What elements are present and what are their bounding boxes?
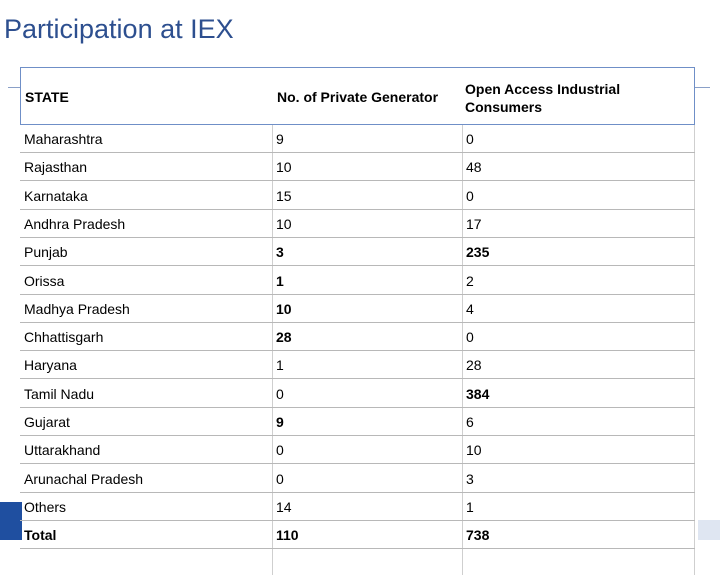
table-cell: 110	[276, 527, 299, 544]
table-row: Maharashtra 9 0	[20, 125, 695, 153]
table-row: Haryana 1 28	[20, 351, 695, 380]
table-row: Madhya Pradesh 10 4	[20, 295, 695, 323]
table: STATE No. of Private Generator Open Acce…	[20, 67, 695, 575]
table-cell: 28	[466, 357, 482, 374]
table-cell: 3	[466, 470, 474, 487]
table-cell: Orissa	[24, 272, 65, 289]
table-cell: Arunachal Pradesh	[24, 470, 144, 487]
table-cell: Rajasthan	[24, 159, 88, 176]
header-cell: No. of Private Generator	[277, 89, 439, 105]
header-cell: Open Access Industrial Consumers	[465, 81, 621, 115]
table-cell: 0	[276, 442, 284, 459]
table-row: Chhattisgarh 28 0	[20, 323, 695, 352]
table-cell: 9	[276, 414, 284, 430]
table-cell: 235	[466, 244, 490, 261]
table-row: Punjab 3 235	[20, 238, 695, 267]
table-cell: 48	[466, 159, 482, 176]
column-line	[272, 125, 273, 575]
table-cell: 0	[276, 385, 284, 402]
table-cell: 1	[276, 272, 284, 289]
table-cell: Madhya Pradesh	[24, 300, 130, 317]
table-row: Arunachal Pradesh 0 3	[20, 465, 695, 493]
table-cell: 6	[466, 414, 474, 430]
table-row: Total 110 738	[20, 521, 695, 550]
table-cell: 384	[466, 385, 490, 402]
table-cell: 17	[466, 215, 482, 232]
table-header: STATE No. of Private Generator Open Acce…	[20, 67, 695, 125]
table-row: Andhra Pradesh 10 17	[20, 210, 695, 238]
table-cell: 1	[276, 357, 284, 374]
table-cell: Haryana	[24, 357, 77, 374]
table-row: Others 14 1	[20, 493, 695, 521]
table-cell: 3	[276, 244, 284, 261]
header-cell: STATE	[25, 89, 69, 105]
table-cell: 9	[276, 131, 284, 147]
table-cell: Chhattisgarh	[24, 329, 104, 346]
table-cell: 10	[466, 442, 482, 459]
table-cell: Punjab	[24, 244, 68, 261]
logo	[698, 520, 720, 540]
column-line	[694, 125, 695, 575]
table-cell: Maharashtra	[24, 131, 103, 147]
table-cell: Total	[24, 527, 57, 544]
table-cell: 28	[276, 329, 292, 346]
table-row: Orissa 1 2	[20, 267, 695, 295]
table-cell: 10	[276, 159, 292, 176]
table-cell: 0	[466, 329, 474, 346]
table-cell: Gujarat	[24, 414, 70, 430]
table-cell: 2	[466, 272, 474, 289]
column-line	[462, 125, 463, 575]
table-cell: 14	[276, 498, 292, 515]
table-cell: Tamil Nadu	[24, 385, 95, 402]
table-cell: 0	[466, 187, 474, 204]
table-cell: 738	[466, 527, 490, 544]
slide-title: Participation at IEX	[4, 14, 234, 44]
table-row: Karnataka 15 0	[20, 182, 695, 210]
table-cell: Others	[24, 498, 67, 515]
table-cell: Uttarakhand	[24, 442, 101, 459]
logo	[0, 502, 22, 540]
table-cell: 10	[276, 300, 292, 317]
table-cell: 0	[276, 470, 284, 487]
table-cell: 1	[466, 498, 474, 515]
table-row: Rajasthan 10 48	[20, 153, 695, 182]
table-row: Gujarat 9 6	[20, 408, 695, 436]
table-cell: 4	[466, 300, 474, 317]
table-cell: 0	[466, 131, 474, 147]
slide: {"title": "Participation at IEX", "table…	[0, 14, 720, 575]
table-row: Uttarakhand 0 10	[20, 436, 695, 465]
table-row: Tamil Nadu 0 384	[20, 380, 695, 408]
table-cell: Karnataka	[24, 187, 88, 204]
table-cell: Andhra Pradesh	[24, 215, 126, 232]
table-cell: 15	[276, 187, 292, 204]
table-cell: 10	[276, 215, 292, 232]
